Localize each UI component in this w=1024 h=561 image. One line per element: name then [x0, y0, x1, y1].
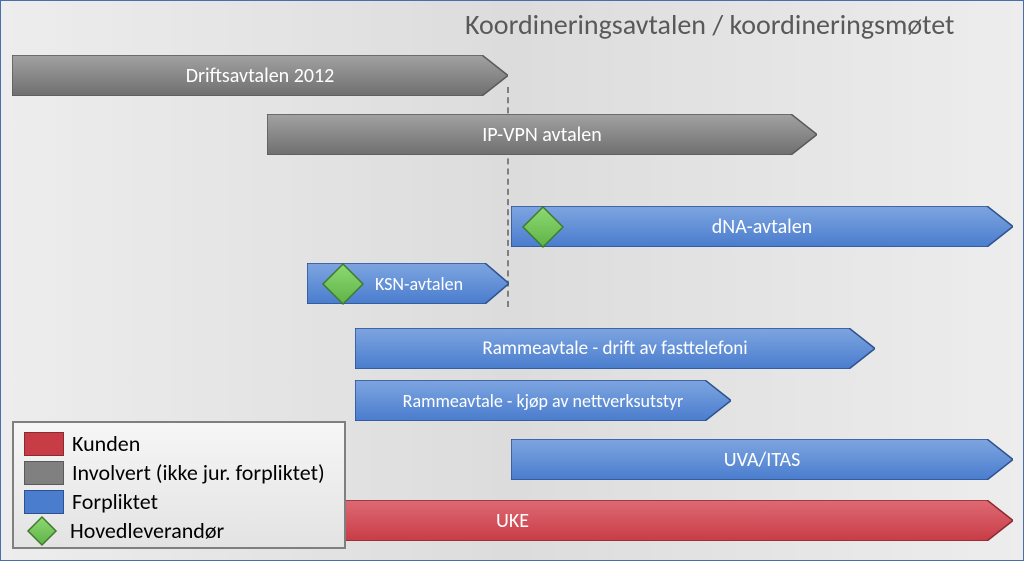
arrow-label-driftsavtalen: Driftsavtalen 2012	[186, 64, 335, 88]
legend-item: Hovedleverandør	[24, 516, 334, 545]
arrow-label-ksn: KSN-avtalen	[375, 273, 463, 295]
arrow-label-nettverksutstyr: Rammeavtale - kjøp av nettverksutstyr	[403, 390, 684, 412]
arrow-label-dna: dNA-avtalen	[712, 215, 812, 239]
arrow-driftsavtalen: Driftsavtalen 2012	[12, 55, 508, 96]
legend-swatch	[24, 490, 64, 514]
legend-item: Kunden	[24, 429, 334, 458]
diagram-title: Koordineringsavtalen / koordineringsmøte…	[465, 7, 954, 42]
legend-label: Kunden	[72, 430, 140, 457]
arrow-uva-itas: UVA/ITAS	[511, 439, 1013, 480]
arrow-label-ipvpn: IP-VPN avtalen	[482, 123, 601, 147]
arrow-dna: dNA-avtalen	[511, 206, 1013, 247]
legend-diamond-icon	[26, 515, 58, 547]
legend-label: Hovedleverandør	[70, 517, 224, 544]
arrow-label-fasttelefoni: Rammeavtale - drift av fasttelefoni	[482, 337, 747, 360]
arrow-label-uke: UKE	[496, 509, 529, 533]
legend-label: Forpliktet	[72, 488, 158, 515]
legend-swatch	[24, 432, 64, 456]
legend-item: Forpliktet	[24, 487, 334, 516]
legend-swatch	[24, 461, 64, 485]
hovedleverandor-diamond	[321, 262, 365, 306]
arrow-label-uva-itas: UVA/ITAS	[724, 448, 801, 472]
hovedleverandor-diamond	[521, 205, 565, 249]
diagram-canvas: Koordineringsavtalen / koordineringsmøte…	[0, 0, 1024, 561]
arrow-fasttelefoni: Rammeavtale - drift av fasttelefoni	[355, 328, 875, 369]
legend-item: Involvert (ikke jur. forpliktet)	[24, 458, 334, 487]
arrow-ipvpn: IP-VPN avtalen	[267, 114, 817, 155]
legend-box: KundenInvolvert (ikke jur. forpliktet)Fo…	[12, 421, 346, 549]
legend-label: Involvert (ikke jur. forpliktet)	[72, 459, 325, 486]
arrow-nettverksutstyr: Rammeavtale - kjøp av nettverksutstyr	[355, 380, 731, 421]
